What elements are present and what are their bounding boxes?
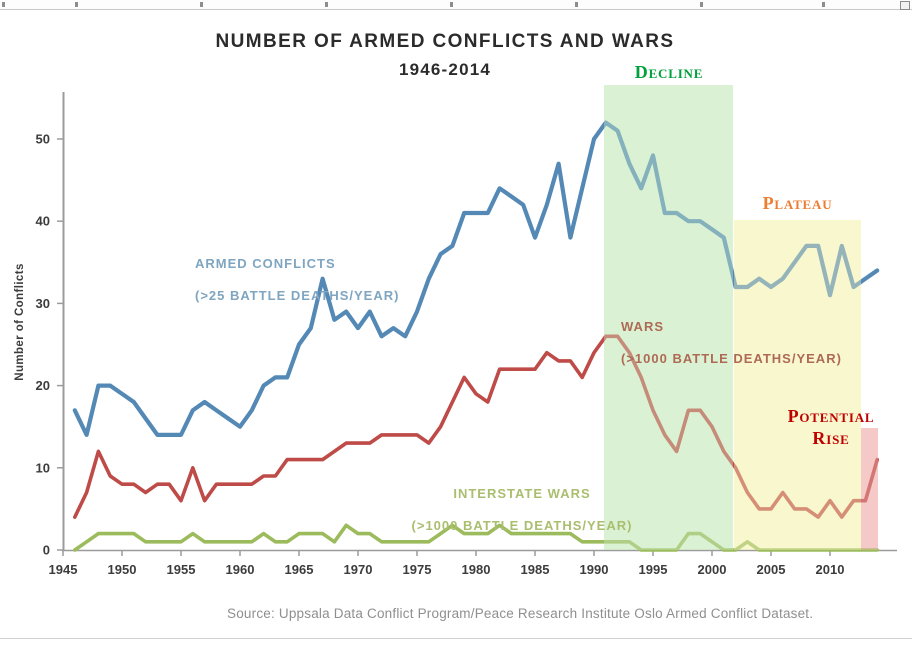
x-tick-label: 1945	[49, 562, 78, 577]
armed-conflicts-label-line2: (>25 BATTLE DEATHS/YEAR)	[195, 288, 400, 303]
y-tick-label: 10	[36, 460, 50, 475]
decline-band-overlay	[604, 85, 733, 550]
decline-annotation: Decline	[634, 62, 704, 82]
x-tick-label: 1975	[403, 562, 432, 577]
cropped-text-fragment	[200, 2, 203, 7]
x-tick-label: 1965	[285, 562, 314, 577]
interstate-wars-series-label: INTERSTATE WARS (>1000 BATTLE DEATHS/YEA…	[400, 470, 644, 550]
line-interstate-wars	[73, 523, 880, 552]
plateau-band	[734, 220, 861, 550]
line-wars	[73, 334, 880, 519]
x-tick-label: 1955	[167, 562, 196, 577]
potential-rise-line1: Potential	[787, 406, 875, 426]
chart-subtitle: 1946-2014	[398, 60, 492, 79]
plateau-annotation: Plateau	[762, 193, 833, 213]
potential-rise-line2: Rise	[812, 428, 850, 448]
wars-label-line2: (>1000 BATTLE DEATHS/YEAR)	[621, 351, 842, 366]
wars-series-label: WARS (>1000 BATTLE DEATHS/YEAR)	[621, 303, 842, 383]
x-tick-label: 2005	[757, 562, 786, 577]
decline-band	[604, 85, 733, 550]
x-tick-label: 1990	[580, 562, 609, 577]
cropped-text-fragment	[450, 2, 453, 7]
line-armed-conflicts	[72, 120, 880, 437]
potential_rise-band-overlay	[861, 428, 878, 550]
plateau-band-overlay	[734, 220, 861, 550]
y-tick-label: 50	[36, 132, 50, 147]
x-tick-label: 1950	[108, 562, 137, 577]
y-axis-title: Number of Conflicts	[14, 263, 26, 381]
x-tick-label: 1960	[226, 562, 255, 577]
bottom-divider	[0, 638, 912, 639]
y-tick-label: 0	[43, 543, 50, 558]
x-tick-label: 1995	[639, 562, 668, 577]
cropped-page-icon	[900, 1, 910, 10]
armed-conflicts-label-line1: ARMED CONFLICTS	[195, 256, 336, 271]
y-tick-label: 40	[36, 214, 50, 229]
source-citation: Source: Uppsala Data Conflict Program/Pe…	[227, 606, 814, 621]
cropped-text-fragment	[822, 2, 825, 7]
axes: 0 10 20 30 40 50 1945 1950 1955 1960 1965 1970 1975 1…	[36, 92, 897, 577]
highlight-bands	[604, 85, 878, 550]
x-tick-label: 1985	[521, 562, 550, 577]
highlight-bands-overlay	[604, 85, 878, 550]
y-tick-label: 30	[36, 296, 50, 311]
armed-conflicts-series-label: ARMED CONFLICTS (>25 BATTLE DEATHS/YEAR)	[195, 240, 399, 320]
cropped-text-fragment	[575, 2, 578, 7]
cropped-browser-strip	[0, 0, 912, 10]
cropped-text-fragment	[325, 2, 328, 7]
x-tick-label: 2010	[816, 562, 845, 577]
series-lines	[72, 120, 880, 552]
interstate-label-line1: INTERSTATE WARS	[453, 486, 591, 501]
y-tick-label: 20	[36, 378, 50, 393]
x-tick-label: 2000	[698, 562, 727, 577]
cropped-text-fragment	[700, 2, 703, 7]
cropped-text-fragment	[2, 2, 5, 7]
interstate-label-line2: (>1000 BATTLE DEATHS/YEAR)	[411, 518, 633, 533]
cropped-text-fragment	[75, 2, 78, 7]
wars-label-line1: WARS	[621, 319, 664, 334]
x-tick-label: 1980	[462, 562, 491, 577]
chart-title: NUMBER OF ARMED CONFLICTS AND WARS	[215, 31, 675, 52]
potential-rise-annotation: Potential Rise	[770, 405, 892, 449]
x-tick-label: 1970	[344, 562, 373, 577]
